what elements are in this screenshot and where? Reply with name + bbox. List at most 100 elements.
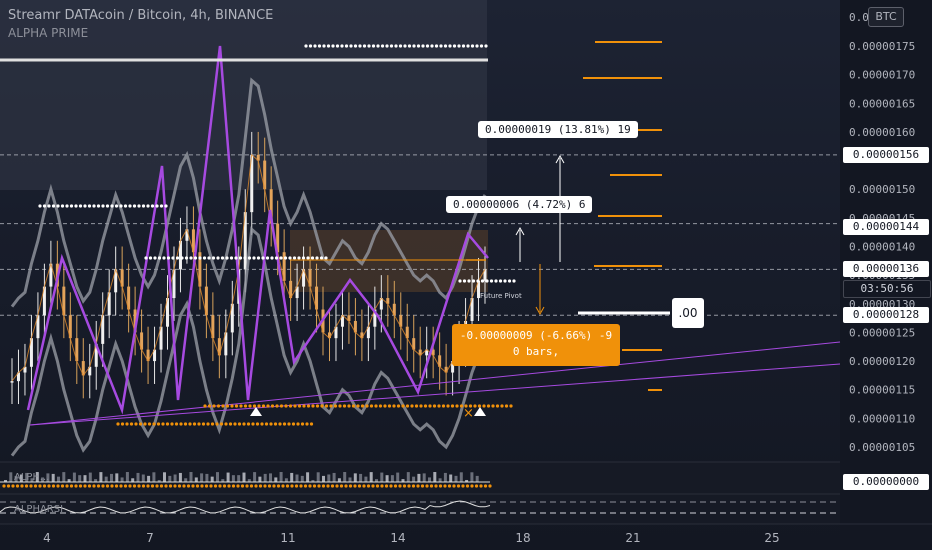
pivot-dot bbox=[261, 404, 266, 408]
candle-body bbox=[302, 269, 306, 287]
pivot-dot bbox=[353, 44, 358, 48]
pivot-dot bbox=[509, 404, 513, 408]
indicator-dot bbox=[344, 484, 348, 488]
indicator-dot bbox=[249, 484, 254, 488]
volume-bar bbox=[274, 477, 278, 482]
pivot-dot bbox=[297, 256, 301, 260]
volume-bar bbox=[94, 479, 98, 482]
candle-body bbox=[185, 229, 189, 241]
pivot-dot bbox=[475, 44, 479, 48]
volume-bar bbox=[30, 478, 34, 482]
candle-body bbox=[217, 338, 221, 356]
y-tick-label: 0.00000125 bbox=[849, 326, 915, 339]
indicator-dot bbox=[83, 484, 87, 488]
candle-body bbox=[269, 189, 273, 224]
pivot-dot bbox=[170, 422, 174, 426]
pivot-dot bbox=[374, 404, 378, 408]
candle-body bbox=[159, 326, 163, 350]
candle-body bbox=[373, 309, 377, 327]
volume-bar bbox=[173, 474, 177, 482]
candle-body bbox=[36, 315, 40, 339]
candle-body bbox=[379, 298, 383, 310]
x-tick-label: 11 bbox=[280, 531, 295, 545]
indicator-dot bbox=[465, 484, 470, 488]
pivot-dot bbox=[407, 44, 412, 48]
currency-button[interactable]: BTC bbox=[868, 7, 904, 27]
indicator-dot bbox=[393, 484, 398, 488]
x-tick-label: 18 bbox=[515, 531, 530, 545]
volume-bar bbox=[210, 476, 214, 482]
indicator-dot bbox=[51, 484, 56, 488]
volume-bar bbox=[125, 472, 129, 482]
pivot-dot bbox=[437, 404, 441, 408]
pivot-dot bbox=[439, 44, 443, 48]
indicator-dot bbox=[222, 484, 227, 488]
volume-bar bbox=[157, 479, 161, 482]
volume-bar bbox=[83, 475, 87, 482]
volume-bar bbox=[184, 478, 188, 482]
measure-label-down: -0.00000009 (-6.66%) -9 0 bars, bbox=[452, 324, 620, 366]
pivot-dot bbox=[479, 44, 484, 48]
y-tick-label: 0.00000175 bbox=[849, 40, 915, 53]
indicator-dot bbox=[24, 484, 29, 488]
pivot-dot bbox=[484, 44, 488, 48]
pivot-dot bbox=[201, 422, 206, 426]
volume-bar bbox=[449, 474, 453, 482]
pivot-dot bbox=[300, 422, 305, 426]
pivot-dot bbox=[265, 256, 270, 260]
indicator-dot bbox=[20, 484, 24, 488]
volume-bar bbox=[295, 474, 299, 482]
volume-bar bbox=[465, 479, 469, 482]
pivot-dot bbox=[233, 422, 237, 426]
volume-bar bbox=[433, 472, 437, 482]
indicator-dot bbox=[213, 484, 218, 488]
pivot-dot bbox=[96, 204, 101, 208]
indicator-dot bbox=[429, 484, 434, 488]
pivot-dot bbox=[512, 279, 516, 283]
volume-bar bbox=[396, 472, 400, 482]
pivot-dot bbox=[47, 204, 51, 208]
volume-bar bbox=[375, 479, 378, 482]
volume-bar bbox=[4, 480, 7, 482]
pivot-dot bbox=[430, 44, 434, 48]
pivot-dot bbox=[197, 422, 201, 426]
pivot-dot bbox=[392, 404, 396, 408]
pivot-dot bbox=[243, 256, 247, 260]
candle-body bbox=[198, 252, 202, 287]
indicator-dot bbox=[389, 484, 393, 488]
indicator-dot bbox=[456, 484, 461, 488]
candle-body bbox=[88, 366, 92, 376]
x-tick-label: 14 bbox=[390, 531, 405, 545]
candle-body bbox=[49, 263, 53, 287]
indicator-dot bbox=[470, 484, 474, 488]
pivot-dot bbox=[274, 256, 279, 260]
pivot-dot bbox=[288, 404, 293, 408]
volume-bar bbox=[343, 472, 347, 482]
indicator-dot bbox=[303, 484, 308, 488]
pivot-dot bbox=[179, 422, 183, 426]
candle-body bbox=[308, 269, 312, 287]
pivot-dot bbox=[275, 404, 279, 408]
y-tick-label: 0.00000110 bbox=[849, 412, 915, 425]
candle-body bbox=[250, 154, 254, 213]
indicator-dot bbox=[141, 484, 146, 488]
indicator-dot bbox=[474, 484, 479, 488]
pivot-dot bbox=[489, 279, 494, 283]
volume-bar bbox=[88, 472, 92, 482]
pivot-dot bbox=[246, 422, 251, 426]
candle-body bbox=[230, 303, 234, 333]
volume-bar bbox=[194, 477, 198, 482]
indicator-dot bbox=[375, 484, 380, 488]
pivot-dot bbox=[283, 256, 288, 260]
pivot-dot bbox=[322, 44, 326, 48]
y-tick-label: 0.00000170 bbox=[849, 69, 915, 82]
x-tick-label: 21 bbox=[625, 531, 640, 545]
pivot-dot bbox=[161, 422, 165, 426]
volume-bar bbox=[306, 472, 310, 482]
pivot-dot bbox=[405, 404, 410, 408]
volume-bar bbox=[412, 476, 416, 482]
trendline bbox=[29, 341, 841, 426]
volume-bar bbox=[152, 472, 156, 482]
